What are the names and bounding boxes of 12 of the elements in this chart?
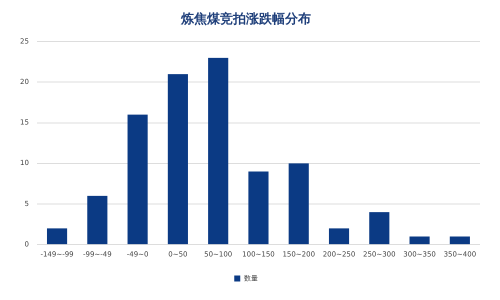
- bar: [328, 228, 350, 244]
- bar: [168, 74, 188, 244]
- bar: [208, 58, 228, 244]
- bar: [46, 228, 68, 244]
- bar: [410, 236, 430, 244]
- bar: [450, 236, 470, 244]
- bar: [288, 163, 309, 244]
- bar: [248, 172, 269, 244]
- bar: [87, 196, 108, 244]
- bar: [369, 212, 390, 244]
- chart-title: 炼焦煤竞拍涨跌幅分布: [180, 11, 311, 28]
- bar: [128, 114, 148, 244]
